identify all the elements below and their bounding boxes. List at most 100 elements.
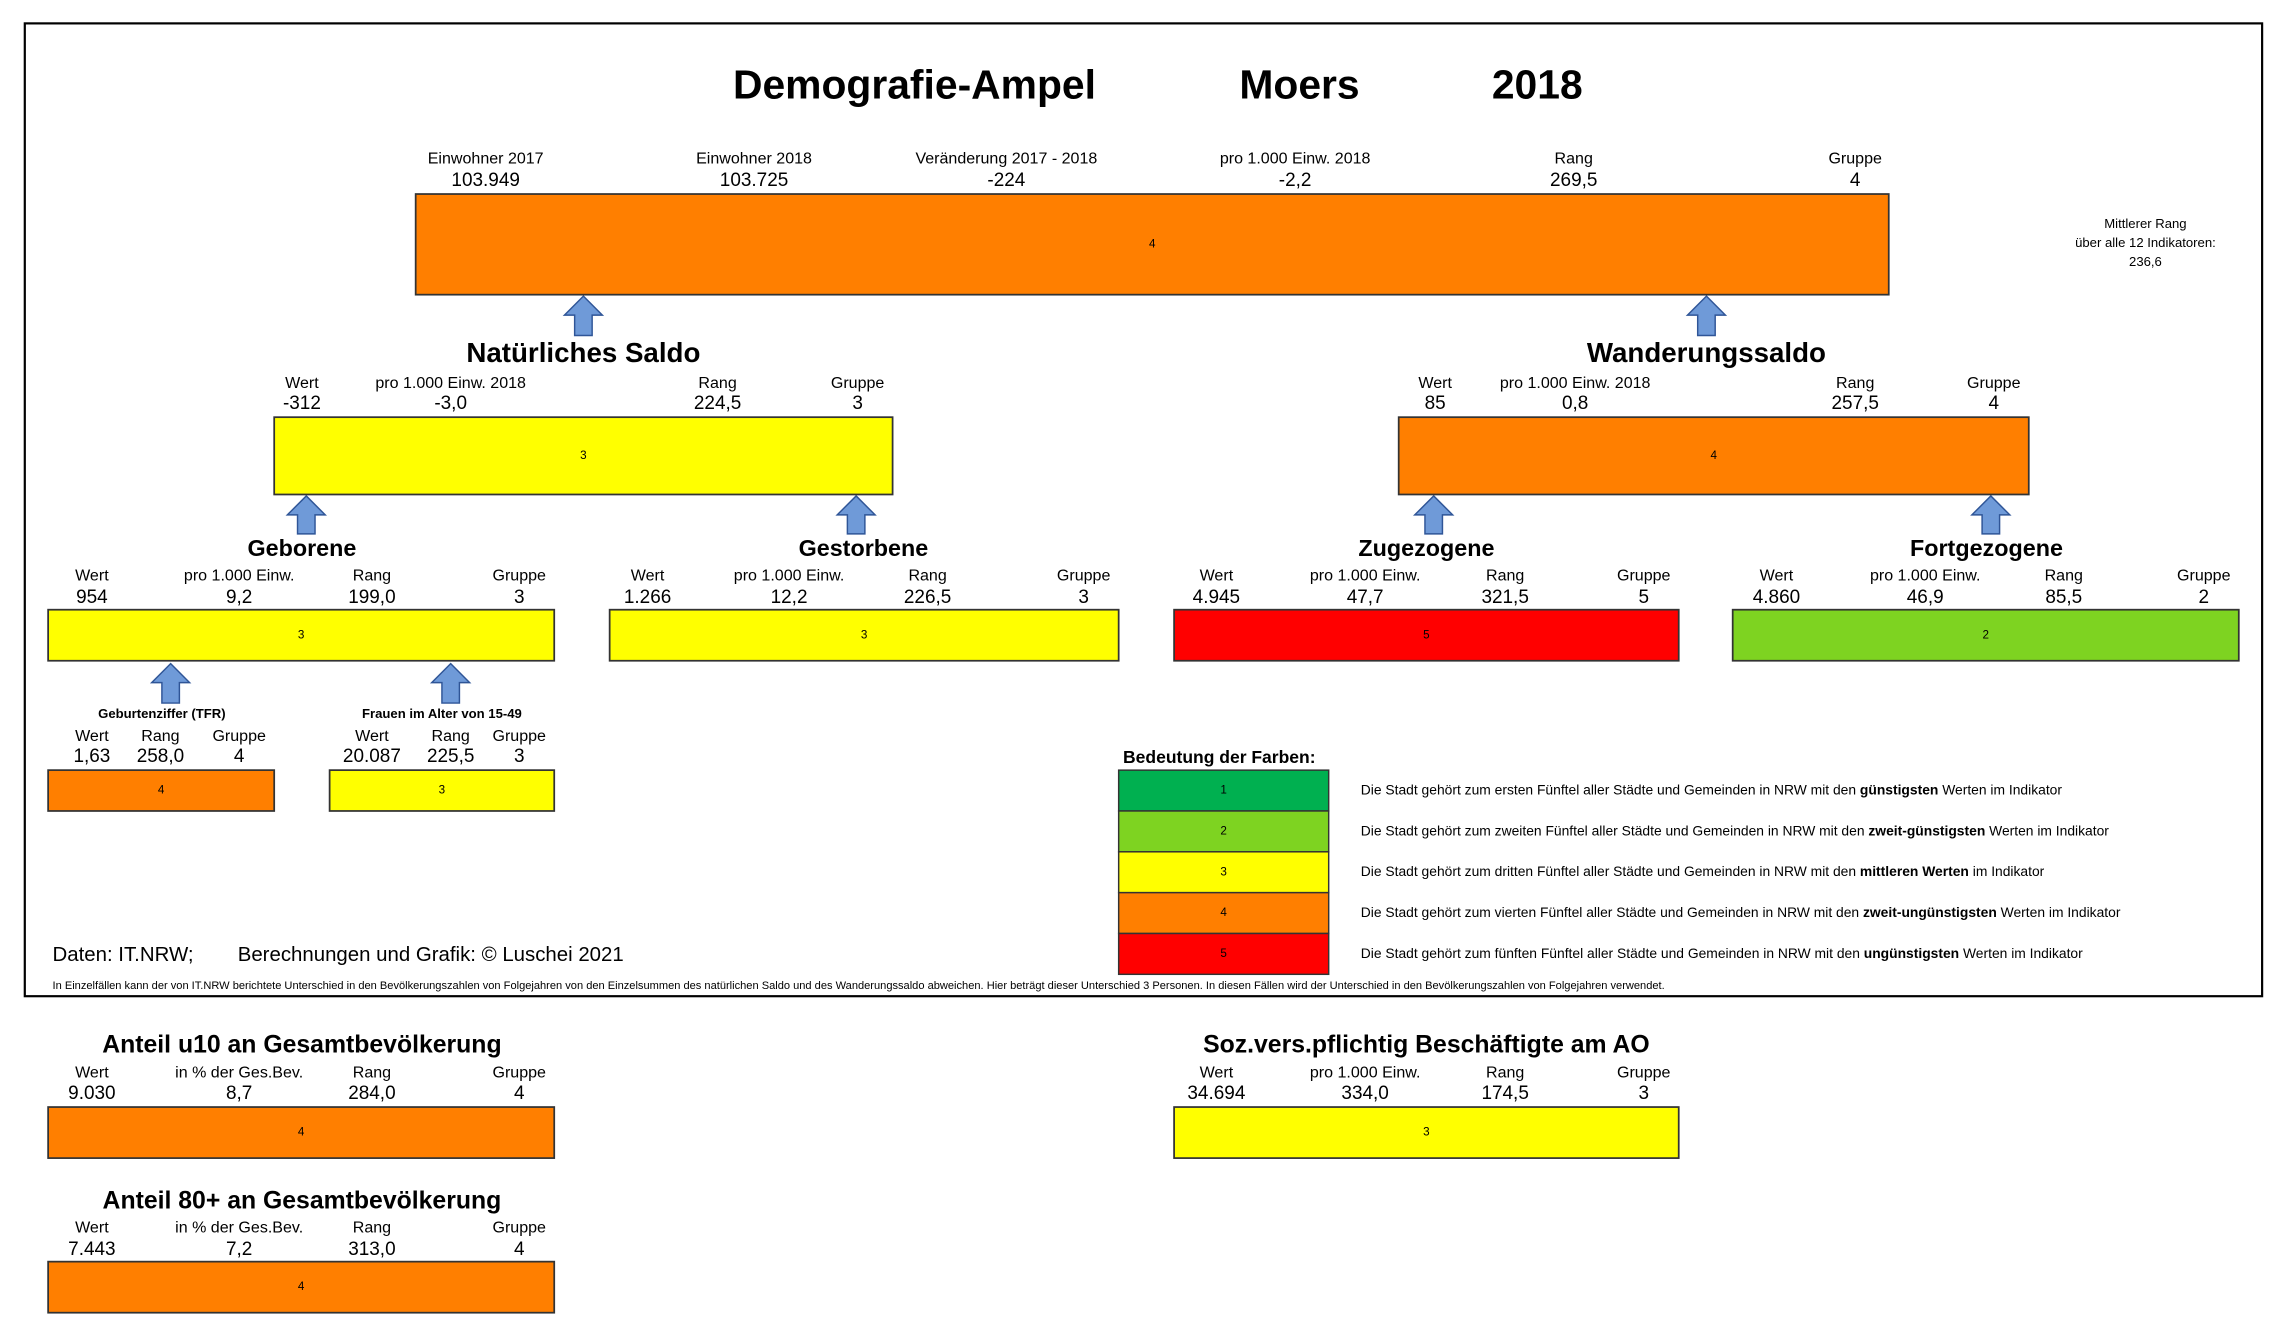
box-title: Wanderungssaldo bbox=[1587, 337, 1826, 368]
field-value: -312 bbox=[283, 393, 321, 414]
traffic-bar bbox=[47, 1260, 556, 1314]
legend-text-pre: Die Stadt gehört zum dritten Fünftel all… bbox=[1361, 863, 1860, 879]
field-value: 257,5 bbox=[1831, 393, 1878, 414]
field-value: 4 bbox=[514, 1083, 525, 1104]
traffic-bar bbox=[47, 608, 556, 662]
field-label: Gruppe bbox=[212, 727, 266, 745]
legend-group: 5 bbox=[1220, 947, 1226, 960]
legend-swatch bbox=[1117, 851, 1330, 894]
legend-text-bold: mittleren Werten bbox=[1860, 863, 1969, 879]
field-label: in % der Ges.Bev. bbox=[175, 1064, 303, 1082]
traffic-bar bbox=[328, 769, 556, 812]
field-value: 2 bbox=[2199, 587, 2210, 608]
arrow bbox=[835, 494, 877, 535]
field-value: 284,0 bbox=[348, 1083, 395, 1104]
field-value: 103.725 bbox=[720, 170, 789, 191]
bar-group: 3 bbox=[298, 628, 304, 641]
field-value: 321,5 bbox=[1481, 587, 1528, 608]
note-line: 236,6 bbox=[2129, 254, 2162, 269]
field-label: Rang bbox=[353, 1064, 391, 1082]
box-title: Geburtenziffer (TFR) bbox=[98, 706, 225, 721]
field-value: 103.949 bbox=[451, 170, 520, 191]
field-label: Rang bbox=[353, 1218, 391, 1236]
legend-text-bold: zweit-günstigsten bbox=[1868, 822, 1985, 838]
legend-text: Die Stadt gehört zum zweiten Fünftel all… bbox=[1361, 822, 2110, 838]
field-label: Rang bbox=[698, 374, 736, 392]
field-label: pro 1.000 Einw. bbox=[1870, 566, 1981, 584]
field-label: Wert bbox=[75, 1064, 109, 1082]
legend-swatch bbox=[1117, 932, 1330, 976]
field-label: Gruppe bbox=[492, 727, 546, 745]
field-value: 34.694 bbox=[1187, 1083, 1245, 1104]
traffic-bar bbox=[1731, 608, 2240, 662]
field-label: Rang bbox=[1836, 374, 1874, 392]
field-label: Wert bbox=[1200, 1064, 1234, 1082]
field-value: 9.030 bbox=[68, 1083, 115, 1104]
bar-group: 3 bbox=[861, 628, 867, 641]
field-label: Wert bbox=[631, 566, 665, 584]
field-value: 46,9 bbox=[1907, 587, 1944, 608]
bar-group: 5 bbox=[1423, 628, 1429, 641]
bar-group: 4 bbox=[1149, 237, 1156, 250]
field-value: 4 bbox=[1850, 170, 1861, 191]
note-line: Mittlerer Rang bbox=[2104, 216, 2186, 231]
legend-text-post: Werten im Indikator bbox=[1985, 822, 2109, 838]
field-label: Rang bbox=[1486, 566, 1524, 584]
bar-group: 3 bbox=[439, 784, 445, 797]
box-title: Frauen im Alter von 15-49 bbox=[362, 706, 522, 721]
footer-source: Daten: IT.NRW; bbox=[53, 944, 194, 966]
traffic-bar bbox=[1173, 1106, 1680, 1159]
field-value: 4.945 bbox=[1193, 587, 1240, 608]
traffic-bar bbox=[1397, 416, 2030, 496]
box-title: Anteil u10 an Gesamtbevölkerung bbox=[102, 1031, 501, 1058]
field-value: 8,7 bbox=[226, 1083, 252, 1104]
field-value: 258,0 bbox=[137, 746, 184, 767]
legend-text: Die Stadt gehört zum vierten Fünftel all… bbox=[1361, 904, 2121, 920]
field-label: pro 1.000 Einw. bbox=[1310, 566, 1421, 584]
field-label: Wert bbox=[75, 566, 109, 584]
field-value: 4 bbox=[234, 746, 245, 767]
field-label: Rang bbox=[2045, 566, 2083, 584]
traffic-bar bbox=[414, 193, 1890, 296]
bar-group: 3 bbox=[1423, 1126, 1429, 1139]
legend-text: Die Stadt gehört zum fünften Fünftel all… bbox=[1361, 945, 2083, 961]
city: Moers bbox=[1239, 61, 1359, 107]
traffic-bar bbox=[273, 416, 894, 496]
legend-group: 3 bbox=[1220, 865, 1226, 878]
bar-group: 2 bbox=[1982, 628, 1988, 641]
box-title: Anteil 80+ an Gesamtbevölkerung bbox=[103, 1187, 502, 1214]
arrow bbox=[149, 662, 192, 704]
box-title: Fortgezogene bbox=[1910, 535, 2063, 561]
box-title: Natürliches Saldo bbox=[466, 337, 700, 368]
field-value: 4 bbox=[1988, 393, 1999, 414]
field-label: Wert bbox=[1418, 374, 1452, 392]
field-value: 47,7 bbox=[1347, 587, 1384, 608]
field-label: Gruppe bbox=[1967, 374, 2021, 392]
footer-credit: Berechnungen und Grafik: © Luschei 2021 bbox=[238, 944, 624, 966]
bar-group: 4 bbox=[1710, 449, 1717, 462]
title: Demografie-Ampel bbox=[733, 61, 1096, 107]
field-label: Wert bbox=[75, 727, 109, 745]
field-value: 7,2 bbox=[226, 1239, 252, 1260]
legend-text-pre: Die Stadt gehört zum zweiten Fünftel all… bbox=[1361, 822, 1869, 838]
field-label: pro 1.000 Einw. bbox=[1310, 1064, 1421, 1082]
legend-text-bold: zweit-ungünstigsten bbox=[1863, 904, 1997, 920]
field-label: Gruppe bbox=[1828, 149, 1882, 167]
field-label: pro 1.000 Einw. 2018 bbox=[1500, 374, 1651, 392]
legend-group: 2 bbox=[1220, 824, 1226, 837]
field-value: 313,0 bbox=[348, 1239, 395, 1260]
field-value: 3 bbox=[514, 587, 525, 608]
field-value: 954 bbox=[76, 587, 108, 608]
legend-swatch bbox=[1117, 891, 1330, 935]
field-label: Gruppe bbox=[1617, 566, 1671, 584]
field-label: Gruppe bbox=[1057, 566, 1111, 584]
bar-group: 3 bbox=[580, 449, 586, 462]
traffic-bar bbox=[1173, 608, 1680, 662]
field-value: 3 bbox=[1638, 1083, 1649, 1104]
field-label: Einwohner 2017 bbox=[428, 149, 544, 167]
field-label: Gruppe bbox=[492, 566, 546, 584]
legend-text-pre: Die Stadt gehört zum vierten Fünftel all… bbox=[1361, 904, 1863, 920]
field-label: Wert bbox=[1200, 566, 1234, 584]
arrow bbox=[285, 494, 328, 535]
